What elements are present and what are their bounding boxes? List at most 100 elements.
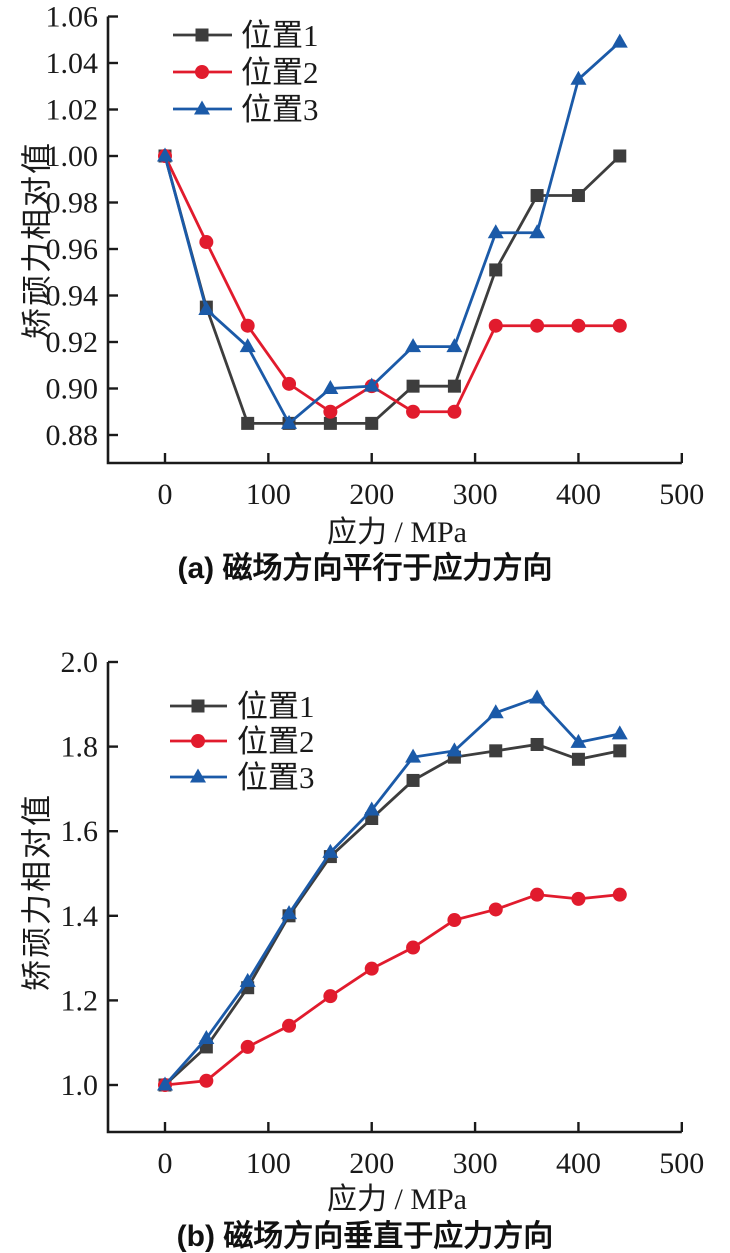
legend-label-3: 位置3 [237,760,315,795]
series-2-marker [612,318,627,333]
y-tick-label: 2.0 [61,646,99,679]
x-tick-label: 200 [349,478,394,511]
x-tick-label: 300 [453,1147,498,1180]
series-3-marker [281,414,298,429]
series-2-marker [199,235,214,250]
panel-a: 0.88 0.90 0.92 0.94 0.96 0.98 1.00 1.02 1.04 1.06… [19,1,705,586]
series-3-marker [529,689,546,704]
series-3-marker [239,338,256,353]
y-tick-label: 1.00 [46,140,99,173]
series-3-marker [487,224,504,239]
series-1-marker [530,737,544,751]
series-2-marker [199,1073,214,1088]
series-3-marker [157,1076,173,1091]
y-tick-label: 0.94 [46,280,99,313]
series-2-marker [530,318,545,333]
series-2-marker [406,940,421,955]
series-1-marker [241,416,255,430]
series-2-marker [406,404,421,419]
y-tick-label: 1.0 [61,1069,99,1102]
y-tick-label: 1.2 [61,984,99,1017]
legend-marker-3 [190,768,206,783]
legend-marker-2 [191,734,205,748]
series-1-marker [613,149,627,163]
series-3-marker [529,224,546,239]
series-2-marker [571,318,586,333]
series-2-marker [240,318,255,333]
series-1-marker [530,189,544,203]
x-tick-label: 200 [349,1147,394,1180]
series-1-marker [323,416,337,430]
y-tick-label: 1.06 [46,1,99,34]
legend-marker-1 [195,28,209,42]
y-tick-label: 0.96 [46,233,99,266]
series-3-marker [570,733,587,748]
series-line-3 [163,696,621,1086]
series-2-marker [364,961,379,976]
series-1-marker [571,189,585,203]
series-2-marker [323,989,338,1004]
series-1-marker [489,263,503,277]
x-tick-label: 400 [556,478,601,511]
y-tick-label: 1.6 [61,815,99,848]
x-tick-label: 100 [246,1147,291,1180]
y-axis-label-a: 矫顽力相对值 [19,141,55,339]
y-tick-label: 0.92 [46,326,99,359]
series-3-marker [322,843,339,858]
series-1-marker [571,752,585,766]
series-3-marker [611,725,628,740]
series-3-marker [487,704,504,719]
series-3-marker [157,147,173,162]
series-1-marker [406,379,420,393]
series-3-marker [322,380,339,394]
x-tick-label: 300 [453,478,498,511]
y-tick-label: 0.90 [46,373,99,406]
legend-label-1: 位置1 [241,18,319,53]
caption-b: (b) 磁场方向垂直于应力方向 [176,1220,554,1253]
series-3-marker [446,338,463,353]
legend-marker-3 [194,100,210,115]
y-tick-label: 0.98 [46,187,99,220]
series-3-marker [446,742,463,757]
series-2-marker [488,318,503,333]
chart-b-canvas: 1.0 1.2 1.4 1.6 1.8 2.0 0 100 200 300 400 500 位置1位置2… [61,646,705,1180]
series-line-2 [164,893,620,1087]
legend-marker-1 [191,699,205,713]
series-line-1 [163,154,621,425]
legend-label-3: 位置3 [241,92,319,127]
series-1-marker [489,744,503,758]
series-3-marker [405,338,422,353]
series-1-marker [365,416,379,430]
series-3-marker [198,1029,215,1044]
series-2-marker [571,891,586,906]
series-2-marker [240,1039,255,1054]
x-axis-label-b: 应力 / MPa [326,1183,468,1216]
series-2-marker [282,1018,297,1033]
series-3-marker [239,972,256,987]
series-3-marker [611,33,628,48]
y-tick-label: 1.04 [46,47,99,80]
series-2-marker [488,902,503,917]
series-line-1 [164,743,621,1087]
series-3-marker [281,905,298,920]
legend-marker-2 [195,65,209,79]
legend-label-2: 位置2 [241,55,319,90]
series-1-marker [406,773,420,787]
x-tick-label: 0 [158,1147,173,1180]
chart-a-canvas: 0.88 0.90 0.92 0.94 0.96 0.98 1.00 1.02 1.04 1.06… [46,1,705,512]
y-tick-label: 1.8 [61,731,99,764]
caption-a: (a) 磁场方向平行于应力方向 [177,552,553,585]
series-line-3 [163,41,621,426]
series-3-marker [198,300,215,315]
series-3-marker [363,377,380,392]
panel-b: 1.0 1.2 1.4 1.6 1.8 2.0 0 100 200 300 400 500 位置1 位置2… [0,640,730,1253]
series-2-marker [323,404,338,419]
series-2-marker [530,887,545,902]
series-1-marker [613,744,627,758]
series-2-marker [447,913,462,928]
y-tick-label: 1.4 [61,900,99,933]
y-tick-label: 0.88 [46,419,99,452]
series-2-marker [612,887,627,902]
y-tick-label: 1.02 [46,94,99,127]
